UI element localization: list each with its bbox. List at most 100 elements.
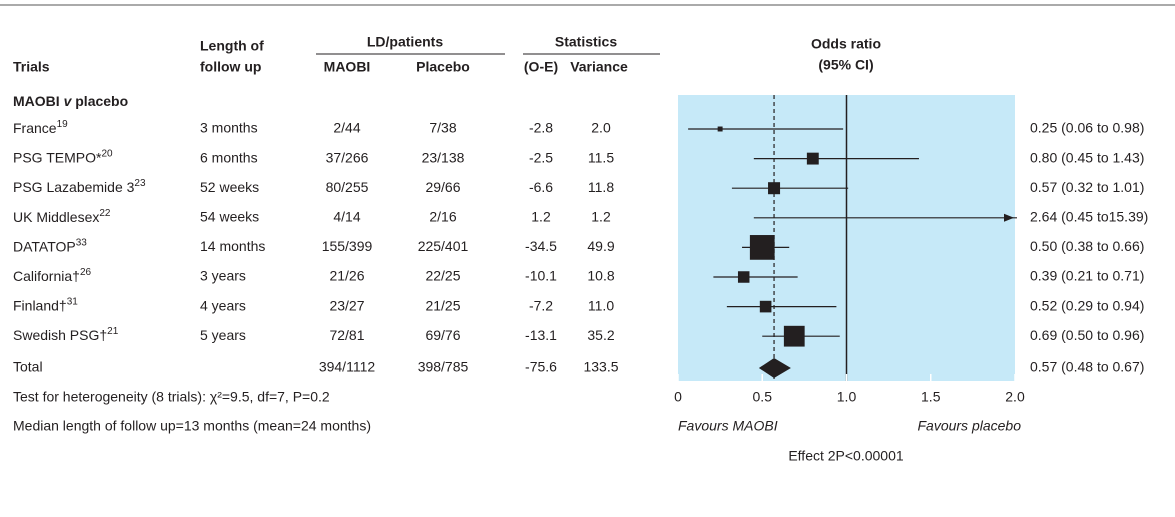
placebo-count: 2/16 [429,209,456,225]
trial-name: UK Middlesex22 [13,207,111,224]
follow-up: 5 years [200,327,246,343]
o-minus-e: -7.2 [529,297,553,313]
total-label: Total [13,359,43,375]
placebo-count: 22/25 [425,268,460,284]
odds-ratio-label: 2.64 (0.45 to15.39) [1030,209,1148,225]
x-tick-label: 1.0 [837,389,857,405]
arrowhead [1004,213,1014,222]
header: LD/patients [367,34,443,50]
o-minus-e: -10.1 [525,268,557,284]
o-minus-e: -2.8 [529,120,553,136]
plot-marks [688,95,1017,381]
trial-label: DATATOP [13,238,76,254]
placebo-count: 69/76 [425,327,460,343]
odds-ratio-square [759,300,772,313]
header: Statistics [555,34,617,50]
maobi-count: 23/27 [329,297,364,313]
follow-up: 3 months [200,120,258,136]
header: Trials [13,59,50,75]
maobi-count: 37/266 [326,149,369,165]
follow-up: 4 years [200,297,246,313]
plot-area [677,95,1017,381]
placebo-count: 21/25 [425,297,460,313]
header: MAOBI [324,59,371,75]
variance: 1.2 [591,209,611,225]
trial-name: Finland†31 [13,296,78,313]
trial-ref: 31 [67,296,79,307]
subgroup-part: v [64,93,73,109]
trial-ref: 23 [134,178,146,189]
variance: 49.9 [587,238,614,254]
placebo-count: 7/38 [429,120,456,136]
variance: 10.8 [587,268,614,284]
effect-label: Effect 2P<0.00001 [788,448,904,464]
trial-label: France [13,120,57,136]
trial-name: California†26 [13,267,91,284]
odds-ratio-label: 0.69 (0.50 to 0.96) [1030,327,1144,343]
subgroup-part: MAOBI [13,93,64,109]
odds-ratio-square [749,235,775,260]
header: (O-E) [524,59,558,75]
odds-ratio-label: 0.57 (0.32 to 1.01) [1030,179,1144,195]
o-minus-e: -34.5 [525,238,557,254]
variance: 35.2 [587,327,614,343]
trial-name: PSG Lazabemide 323 [13,178,146,195]
follow-up: 6 months [200,149,258,165]
trial-ref: 19 [57,119,69,130]
odds-ratio-label: 0.57 (0.48 to 0.67) [1030,359,1144,375]
o-minus-e: 1.2 [531,209,551,225]
x-tick-label: 1.5 [921,389,941,405]
header: (95% CI) [818,57,873,73]
variance: 11.0 [588,297,614,313]
x-tick-label: 0.5 [753,389,773,405]
odds-ratio-label: 0.50 (0.38 to 0.66) [1030,238,1144,254]
placebo-count: 23/138 [422,149,465,165]
o-minus-e: -13.1 [525,327,557,343]
variance: 11.5 [588,149,614,165]
note: Median length of follow up=13 months (me… [13,418,371,434]
trial-ref: 26 [80,267,92,278]
follow-up: 52 weeks [200,179,259,195]
placebo-count: 225/401 [418,238,469,254]
pooled-diamond [758,358,791,378]
x-tick-label: 2.0 [1005,389,1025,405]
header: Length of [200,38,264,54]
odds-ratio-label: 0.39 (0.21 to 0.71) [1030,268,1144,284]
maobi-count: 21/26 [329,268,364,284]
o-minus-e: -75.6 [525,359,557,375]
variance: 2.0 [591,120,611,136]
maobi-count: 2/44 [333,120,360,136]
trial-name: Swedish PSG†21 [13,326,119,343]
trial-label: PSG TEMPO* [13,149,102,165]
trial-ref: 21 [107,326,119,337]
trial-name: PSG TEMPO*20 [13,148,113,165]
trial-label: Swedish PSG† [13,327,107,343]
header: Odds ratio [811,36,881,52]
favours-label: Favours MAOBI [678,418,778,434]
trial-name: DATATOP33 [13,237,87,254]
odds-ratio-square [717,126,723,132]
placebo-count: 29/66 [425,179,460,195]
trial-label: California† [13,268,80,284]
trial-ref: 20 [101,148,113,159]
header: Placebo [416,59,470,75]
odds-ratio-label: 0.80 (0.45 to 1.43) [1030,149,1144,165]
x-tick-label: 0 [674,389,682,405]
variance: 11.8 [588,179,614,195]
trial-name: France19 [13,119,68,136]
o-minus-e: -2.5 [529,149,553,165]
maobi-count: 80/255 [326,179,369,195]
odds-ratio-square [783,325,805,347]
header: follow up [200,59,261,75]
follow-up: 54 weeks [200,209,259,225]
maobi-count: 394/1112 [319,359,376,375]
odds-ratio-label: 0.52 (0.29 to 0.94) [1030,297,1144,313]
maobi-count: 72/81 [329,327,364,343]
o-minus-e: -6.6 [529,179,553,195]
trial-ref: 33 [76,237,88,248]
favours-label: Favours placebo [917,418,1021,434]
trial-label: UK Middlesex [13,209,99,225]
subgroup-part: placebo [71,93,128,109]
